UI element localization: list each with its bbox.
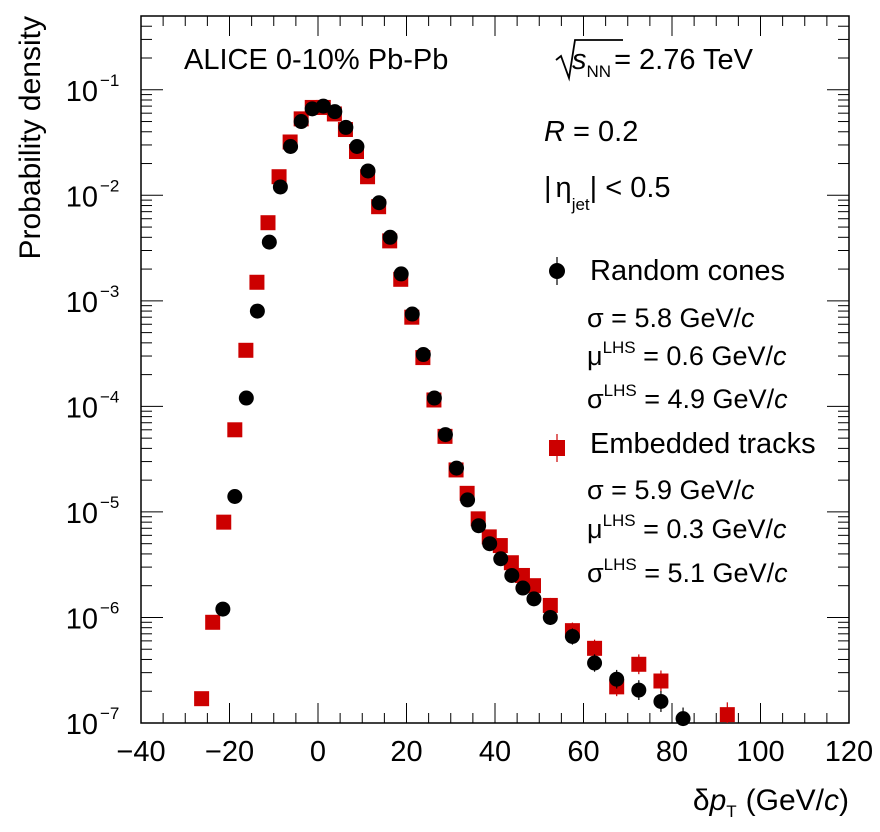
data-point-circle (587, 655, 603, 671)
x-tick-label: 80 (656, 736, 688, 768)
legend-marker-square (549, 440, 565, 456)
data-point-circle (515, 580, 531, 596)
legend-stat-sigma: σ = 5.9 GeV/c (587, 475, 755, 505)
legend-stat-mu-lhs: μLHS = 0.3 GeV/c (587, 511, 787, 544)
chart-title: ALICE 0-10% Pb-Pb (184, 44, 448, 76)
energy-label: sNN = 2.76 TeV (555, 39, 754, 82)
data-point-square (216, 514, 232, 530)
data-point-circle (675, 711, 691, 727)
x-tick-label: 0 (310, 736, 326, 768)
x-tick-label: −20 (205, 736, 254, 768)
data-point-circle (215, 601, 231, 617)
data-point-circle (404, 306, 420, 322)
data-point-circle (460, 492, 476, 508)
x-tick-label: 20 (390, 736, 422, 768)
y-tick-label: 10 (66, 181, 98, 213)
data-point-circle (653, 693, 669, 709)
legend-label-random-cones: Random cones (590, 255, 785, 287)
data-point-circle (449, 460, 465, 476)
y-tick-label: 10 (66, 498, 98, 530)
data-point-circle (272, 179, 288, 195)
data-point-circle (482, 536, 498, 552)
data-point-circle (315, 98, 331, 114)
data-point-circle (609, 671, 625, 687)
y-tick-label-exponent: −7 (100, 704, 119, 723)
y-tick-label-exponent: −4 (100, 387, 119, 406)
data-point-square (653, 673, 669, 689)
x-axis-title: δpT (GeV/c) (693, 784, 849, 821)
data-point-circle (526, 591, 542, 607)
data-point-circle (393, 266, 409, 282)
legend-stat-sigma: σ = 5.8 GeV/c (587, 303, 755, 333)
data-point-circle (382, 229, 398, 245)
data-point-circle (227, 489, 243, 505)
data-point-circle (293, 114, 309, 130)
data-point-square (227, 422, 243, 438)
legend-entry-random-cones: Random cones σ = 5.8 GeV/c μLHS = 0.6 Ge… (549, 255, 788, 414)
legend: Random cones σ = 5.8 GeV/c μLHS = 0.6 Ge… (549, 255, 816, 588)
data-point-square (587, 640, 603, 656)
legend-stat-mu-lhs: μLHS = 0.6 GeV/c (587, 338, 787, 371)
x-tick-label: 100 (736, 736, 784, 768)
data-point-square (719, 707, 735, 723)
x-tick-labels: −40 −20 0 20 40 60 80 100 120 (116, 736, 873, 768)
data-point-square (631, 656, 647, 672)
data-point-circle (261, 234, 277, 250)
x-tick-label: 60 (567, 736, 599, 768)
data-point-circle (493, 551, 509, 567)
data-point-square (542, 597, 558, 613)
data-point-circle (437, 427, 453, 443)
radius-label: R = 0.2 (544, 116, 638, 148)
data-point-circle (504, 567, 520, 583)
data-point-square (260, 215, 276, 231)
legend-stat-sigma-lhs: σLHS = 4.9 GeV/c (587, 381, 788, 414)
y-tick-label: 10 (66, 709, 98, 741)
series-random-cones (215, 98, 691, 727)
data-point-square (194, 691, 210, 707)
y-tick-label-exponent: −1 (100, 71, 119, 90)
x-tick-label: 40 (479, 736, 511, 768)
data-point-circle (249, 303, 265, 319)
y-tick-label: 10 (66, 603, 98, 635)
y-tick-label: 10 (66, 392, 98, 424)
x-tick-label: 120 (825, 736, 873, 768)
legend-entry-embedded-tracks: Embedded tracks σ = 5.9 GeV/c μLHS = 0.3… (549, 428, 816, 588)
data-point-circle (415, 347, 431, 363)
data-point-circle (238, 390, 254, 406)
data-point-circle (327, 104, 343, 120)
data-point-circle (283, 139, 299, 155)
x-tick-label: −40 (116, 736, 165, 768)
eta-label: | ηjet| < 0.5 (544, 172, 671, 214)
y-tick-label-exponent: −2 (100, 176, 119, 195)
data-point-circle (542, 609, 558, 625)
data-point-circle (371, 195, 387, 211)
data-point-square (238, 342, 254, 358)
y-tick-labels: 10−110−210−310−410−510−610−7 (66, 71, 120, 741)
y-tick-label: 10 (66, 76, 98, 108)
data-point-circle (471, 518, 487, 534)
data-point-circle (564, 629, 580, 645)
sqrt-sign (555, 39, 623, 82)
data-point-square (249, 274, 265, 290)
svg-text:sNN= 2.76 TeV: sNN = 2.76 TeV (572, 44, 754, 81)
data-point-circle (349, 139, 365, 155)
y-tick-label-exponent: −6 (100, 598, 119, 617)
y-tick-label-exponent: −5 (100, 493, 119, 512)
y-tick-label: 10 (66, 287, 98, 319)
legend-marker-circle (549, 263, 565, 279)
data-point-circle (360, 163, 376, 179)
data-point-circle (338, 119, 354, 135)
x-major-ticks (140, 16, 850, 723)
legend-stat-sigma-lhs: σLHS = 5.1 GeV/c (587, 555, 788, 588)
legend-label-embedded-tracks: Embedded tracks (590, 428, 816, 460)
data-point-circle (426, 390, 442, 406)
data-point-square (205, 614, 221, 630)
y-axis-title: Probability density (14, 16, 47, 259)
y-ticks (141, 15, 849, 724)
data-point-circle (631, 682, 647, 698)
y-tick-label-exponent: −3 (100, 282, 119, 301)
